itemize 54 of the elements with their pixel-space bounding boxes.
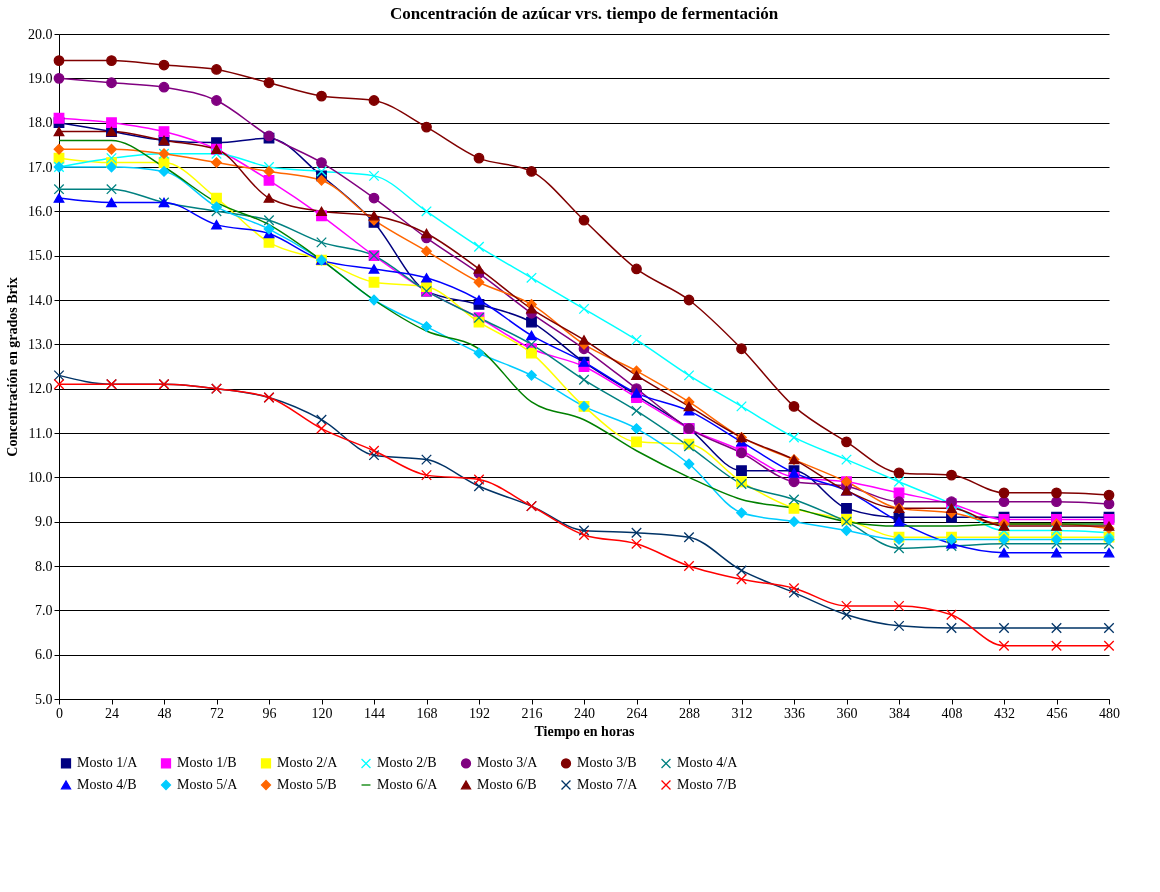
x-tick-label: 72 <box>210 705 224 721</box>
y-tick-label: 11.0 <box>28 425 53 441</box>
legend-label: Mosto 7/A <box>577 777 639 792</box>
x-tick-label: 216 <box>521 705 543 721</box>
x-tick-label: 336 <box>784 705 805 721</box>
y-tick-label: 12.0 <box>28 381 53 397</box>
x-tick-label: 288 <box>679 705 700 721</box>
y-tick-label: 19.0 <box>28 70 53 86</box>
legend-label: Mosto 4/A <box>677 755 739 771</box>
legend-label: Mosto 2/B <box>377 755 437 771</box>
y-tick-label: 6.0 <box>35 647 53 663</box>
y-tick-label: 10.0 <box>28 469 53 485</box>
legend-label: Mosto 5/B <box>277 777 337 792</box>
y-tick-label: 18.0 <box>28 115 53 131</box>
legend-label: Mosto 2/A <box>277 755 339 771</box>
legend-label: Mosto 1/A <box>77 755 139 771</box>
x-tick-label: 168 <box>416 705 438 721</box>
y-tick-label: 9.0 <box>35 514 53 530</box>
y-tick-label: 20.0 <box>28 26 53 42</box>
legend-label: Mosto 3/B <box>577 755 637 771</box>
x-tick-label: 0 <box>56 705 63 721</box>
legend-label: Mosto 5/A <box>177 777 239 792</box>
x-tick-label: 144 <box>364 705 385 721</box>
x-tick-label: 192 <box>469 705 490 721</box>
y-tick-label: 17.0 <box>28 159 53 175</box>
x-tick-label: 432 <box>994 705 1015 721</box>
y-tick-label: 5.0 <box>35 691 53 707</box>
y-tick-label: 13.0 <box>28 336 53 352</box>
legend-label: Mosto 6/B <box>477 777 537 792</box>
y-tick-label: 14.0 <box>28 292 53 308</box>
x-tick-label: 96 <box>262 705 277 721</box>
x-tick-label: 360 <box>836 705 858 721</box>
x-tick-label: 408 <box>941 705 963 721</box>
x-axis-title: Tiempo en horas <box>534 723 636 739</box>
x-tick-label: 264 <box>626 705 648 721</box>
y-tick-label: 16.0 <box>28 203 53 219</box>
y-axis-title: Concentración en grados Brix <box>5 277 20 457</box>
x-tick-label: 312 <box>731 705 753 721</box>
x-tick-label: 456 <box>1046 705 1068 721</box>
legend-label: Mosto 1/B <box>177 755 237 771</box>
legend-label: Mosto 3/A <box>477 755 539 771</box>
y-tick-label: 7.0 <box>35 602 53 618</box>
x-tick-label: 384 <box>889 705 910 721</box>
x-tick-label: 480 <box>1099 705 1120 721</box>
legend-label: Mosto 4/B <box>77 777 137 792</box>
y-tick-label: 15.0 <box>28 248 53 264</box>
y-tick-label: 8.0 <box>35 558 53 574</box>
legend-label: Mosto 7/B <box>677 777 737 792</box>
x-tick-label: 48 <box>157 705 172 721</box>
x-tick-label: 240 <box>574 705 595 721</box>
x-tick-label: 24 <box>105 705 119 721</box>
legend-label: Mosto 6/A <box>377 777 439 792</box>
chart-title: Concentración de azúcar vrs. tiempo de fermentación <box>389 4 779 23</box>
x-tick-label: 120 <box>311 705 333 721</box>
